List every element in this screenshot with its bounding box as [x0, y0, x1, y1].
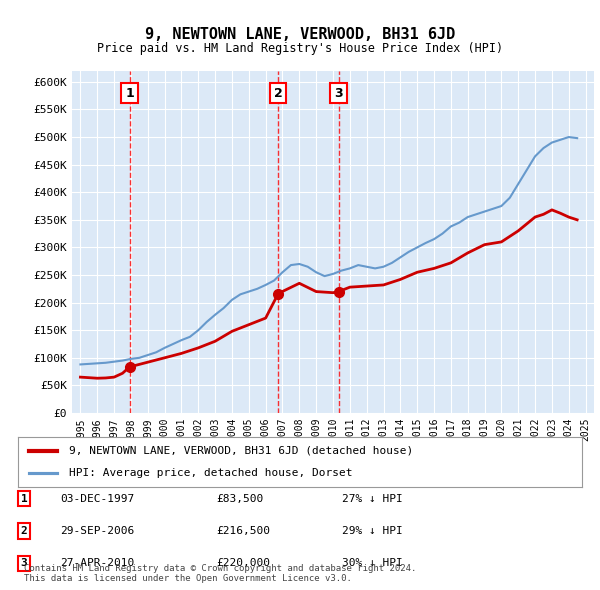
Text: 9, NEWTOWN LANE, VERWOOD, BH31 6JD (detached house): 9, NEWTOWN LANE, VERWOOD, BH31 6JD (deta… [69, 445, 413, 455]
Text: 9, NEWTOWN LANE, VERWOOD, BH31 6JD: 9, NEWTOWN LANE, VERWOOD, BH31 6JD [145, 27, 455, 41]
Text: £220,000: £220,000 [216, 559, 270, 568]
Text: 27-APR-2010: 27-APR-2010 [60, 559, 134, 568]
Text: 2: 2 [274, 87, 283, 100]
Text: £216,500: £216,500 [216, 526, 270, 536]
Text: 30% ↓ HPI: 30% ↓ HPI [342, 559, 403, 568]
Text: £83,500: £83,500 [216, 494, 263, 503]
Text: 1: 1 [125, 87, 134, 100]
Text: 27% ↓ HPI: 27% ↓ HPI [342, 494, 403, 503]
Text: Contains HM Land Registry data © Crown copyright and database right 2024.
This d: Contains HM Land Registry data © Crown c… [24, 563, 416, 583]
Text: 3: 3 [20, 559, 28, 568]
Text: 3: 3 [334, 87, 343, 100]
Text: 2: 2 [20, 526, 28, 536]
Text: HPI: Average price, detached house, Dorset: HPI: Average price, detached house, Dors… [69, 468, 352, 478]
Text: 03-DEC-1997: 03-DEC-1997 [60, 494, 134, 503]
Text: 29% ↓ HPI: 29% ↓ HPI [342, 526, 403, 536]
Text: Price paid vs. HM Land Registry's House Price Index (HPI): Price paid vs. HM Land Registry's House … [97, 42, 503, 55]
Text: 1: 1 [20, 494, 28, 503]
Text: 29-SEP-2006: 29-SEP-2006 [60, 526, 134, 536]
